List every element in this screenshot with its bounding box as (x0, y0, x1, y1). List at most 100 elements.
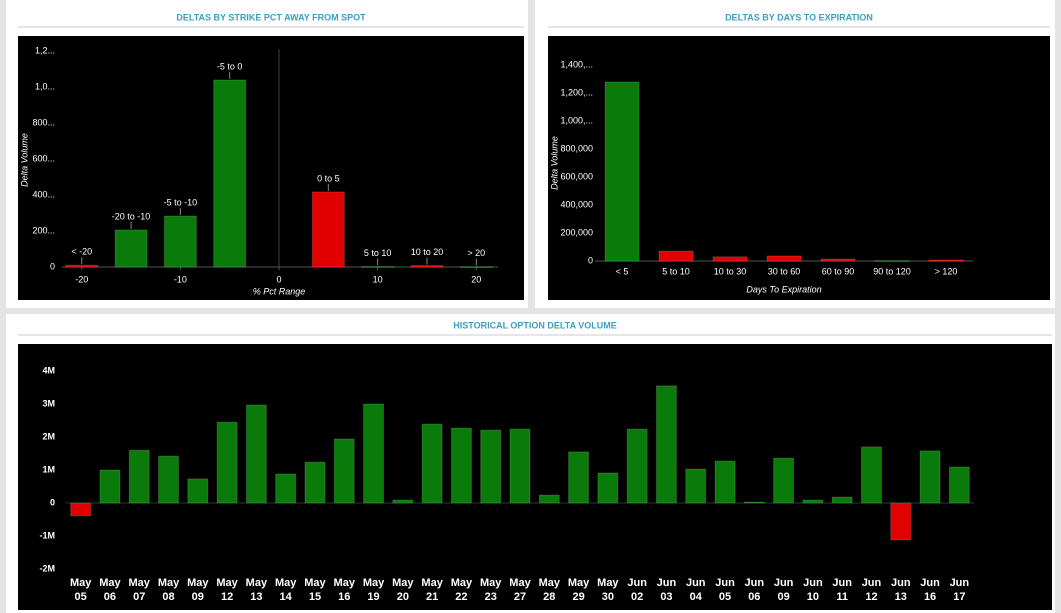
x-tick-label: 30 to 60 (768, 266, 801, 276)
bar (361, 265, 395, 268)
x-tick-label: May 23 (480, 577, 502, 603)
y-tick-label: 3M (42, 398, 55, 408)
bar (712, 256, 748, 262)
bar (568, 451, 590, 504)
bar (820, 258, 856, 262)
x-tick-label: 5 to 10 (662, 266, 690, 276)
bar (919, 450, 941, 504)
y-tick-label: 800... (32, 117, 55, 127)
y-tick-label: 2M (42, 431, 55, 441)
x-tick-label: May 22 (450, 577, 473, 603)
x-tick-label: May 12 (216, 577, 238, 603)
bar (245, 404, 267, 504)
bar (275, 473, 297, 504)
y-tick-label: 1,200,... (560, 87, 593, 97)
bar (597, 472, 619, 504)
bar-label: 0 to 5 (317, 173, 340, 183)
bar (743, 501, 765, 504)
bar (928, 259, 964, 262)
chart-title: DELTAS BY STRIKE PCT AWAY FROM SPOT (176, 12, 366, 22)
bar (114, 229, 148, 268)
plot-area (18, 36, 524, 300)
bar (70, 502, 92, 517)
y-axis-title: Delta Volume (19, 133, 29, 187)
bar (773, 457, 795, 504)
bar (333, 438, 355, 504)
x-tick-label: May 07 (128, 577, 150, 603)
x-tick-label: Jun 13 (890, 577, 911, 603)
x-tick-label: May 29 (567, 577, 590, 603)
bar-label: 10 to 20 (411, 247, 444, 257)
bar (802, 499, 824, 504)
bar (538, 494, 560, 504)
bar (128, 449, 150, 504)
x-tick-label: Jun 11 (832, 577, 852, 603)
y-tick-label: 0 (50, 497, 55, 507)
x-tick-label: < 5 (616, 266, 629, 276)
x-tick-label: Jun 05 (715, 577, 735, 603)
y-tick-label: 200,000 (560, 227, 593, 237)
y-tick-label: 600,000 (560, 171, 593, 181)
y-axis-title: Delta Volume (549, 136, 559, 190)
x-tick-label: 10 (373, 274, 383, 284)
y-tick-label: 400,000 (560, 199, 593, 209)
x-tick-label: Jun 10 (803, 577, 823, 603)
y-tick-label: -1M (40, 530, 56, 540)
x-tick-label: > 120 (935, 266, 958, 276)
y-tick-label: 1,2... (35, 45, 55, 55)
y-tick-label: 800,000 (560, 143, 593, 153)
x-tick-label: May 09 (187, 577, 209, 603)
x-tick-label: 10 to 30 (714, 266, 747, 276)
x-axis-title: Days To Expiration (746, 284, 821, 294)
x-tick-label: Jun 17 (949, 577, 970, 603)
bar (685, 468, 707, 504)
bar (304, 461, 326, 504)
bar (658, 250, 694, 262)
x-tick-label: May 06 (99, 577, 121, 603)
bar (213, 79, 247, 268)
y-tick-label: 0 (588, 255, 593, 265)
x-tick-label: May 16 (333, 577, 355, 603)
x-tick-label: -10 (174, 274, 187, 284)
x-tick-label: May 30 (597, 577, 619, 603)
x-tick-label: May 28 (538, 577, 560, 603)
x-tick-label: 90 to 120 (873, 266, 911, 276)
x-axis-title: % Pct Range (253, 286, 306, 296)
bar-label: < -20 (71, 247, 92, 257)
y-tick-label: 1,000,... (560, 115, 593, 125)
x-tick-label: May 08 (157, 577, 180, 603)
y-tick-label: 1M (42, 464, 55, 474)
x-tick-label: Jun 12 (861, 577, 882, 603)
x-tick-label: Jun 16 (920, 577, 940, 603)
bar (158, 455, 180, 504)
bar-label: > 20 (467, 248, 485, 258)
chart-title: DELTAS BY DAYS TO EXPIRATION (725, 12, 873, 22)
bar (99, 469, 121, 504)
bar-label: 5 to 10 (364, 248, 392, 258)
x-tick-label: May 21 (421, 577, 443, 603)
x-tick-label: May 27 (509, 577, 531, 603)
bar (766, 255, 802, 262)
y-tick-label: 200... (32, 225, 55, 235)
bar (626, 428, 648, 504)
y-tick-label: -2M (40, 563, 56, 573)
bar (163, 215, 197, 268)
x-tick-label: May 19 (362, 577, 385, 603)
x-tick-label: 60 to 90 (822, 266, 855, 276)
x-tick-label: Jun 02 (627, 577, 647, 603)
bar (480, 429, 502, 504)
bar (421, 423, 443, 504)
bar (714, 460, 736, 504)
bar-label: -20 to -10 (112, 211, 151, 221)
x-tick-label: Jun 06 (744, 577, 765, 603)
y-tick-label: 400... (32, 189, 55, 199)
x-tick-label: May 15 (304, 577, 326, 603)
bar (831, 496, 853, 504)
chart-title: HISTORICAL OPTION DELTA VOLUME (453, 320, 617, 330)
y-tick-label: 600... (32, 153, 55, 163)
x-tick-label: Jun 04 (685, 577, 706, 603)
x-tick-label: May 05 (69, 577, 92, 603)
y-tick-label: 0 (50, 261, 55, 271)
x-tick-label: May 20 (392, 577, 414, 603)
